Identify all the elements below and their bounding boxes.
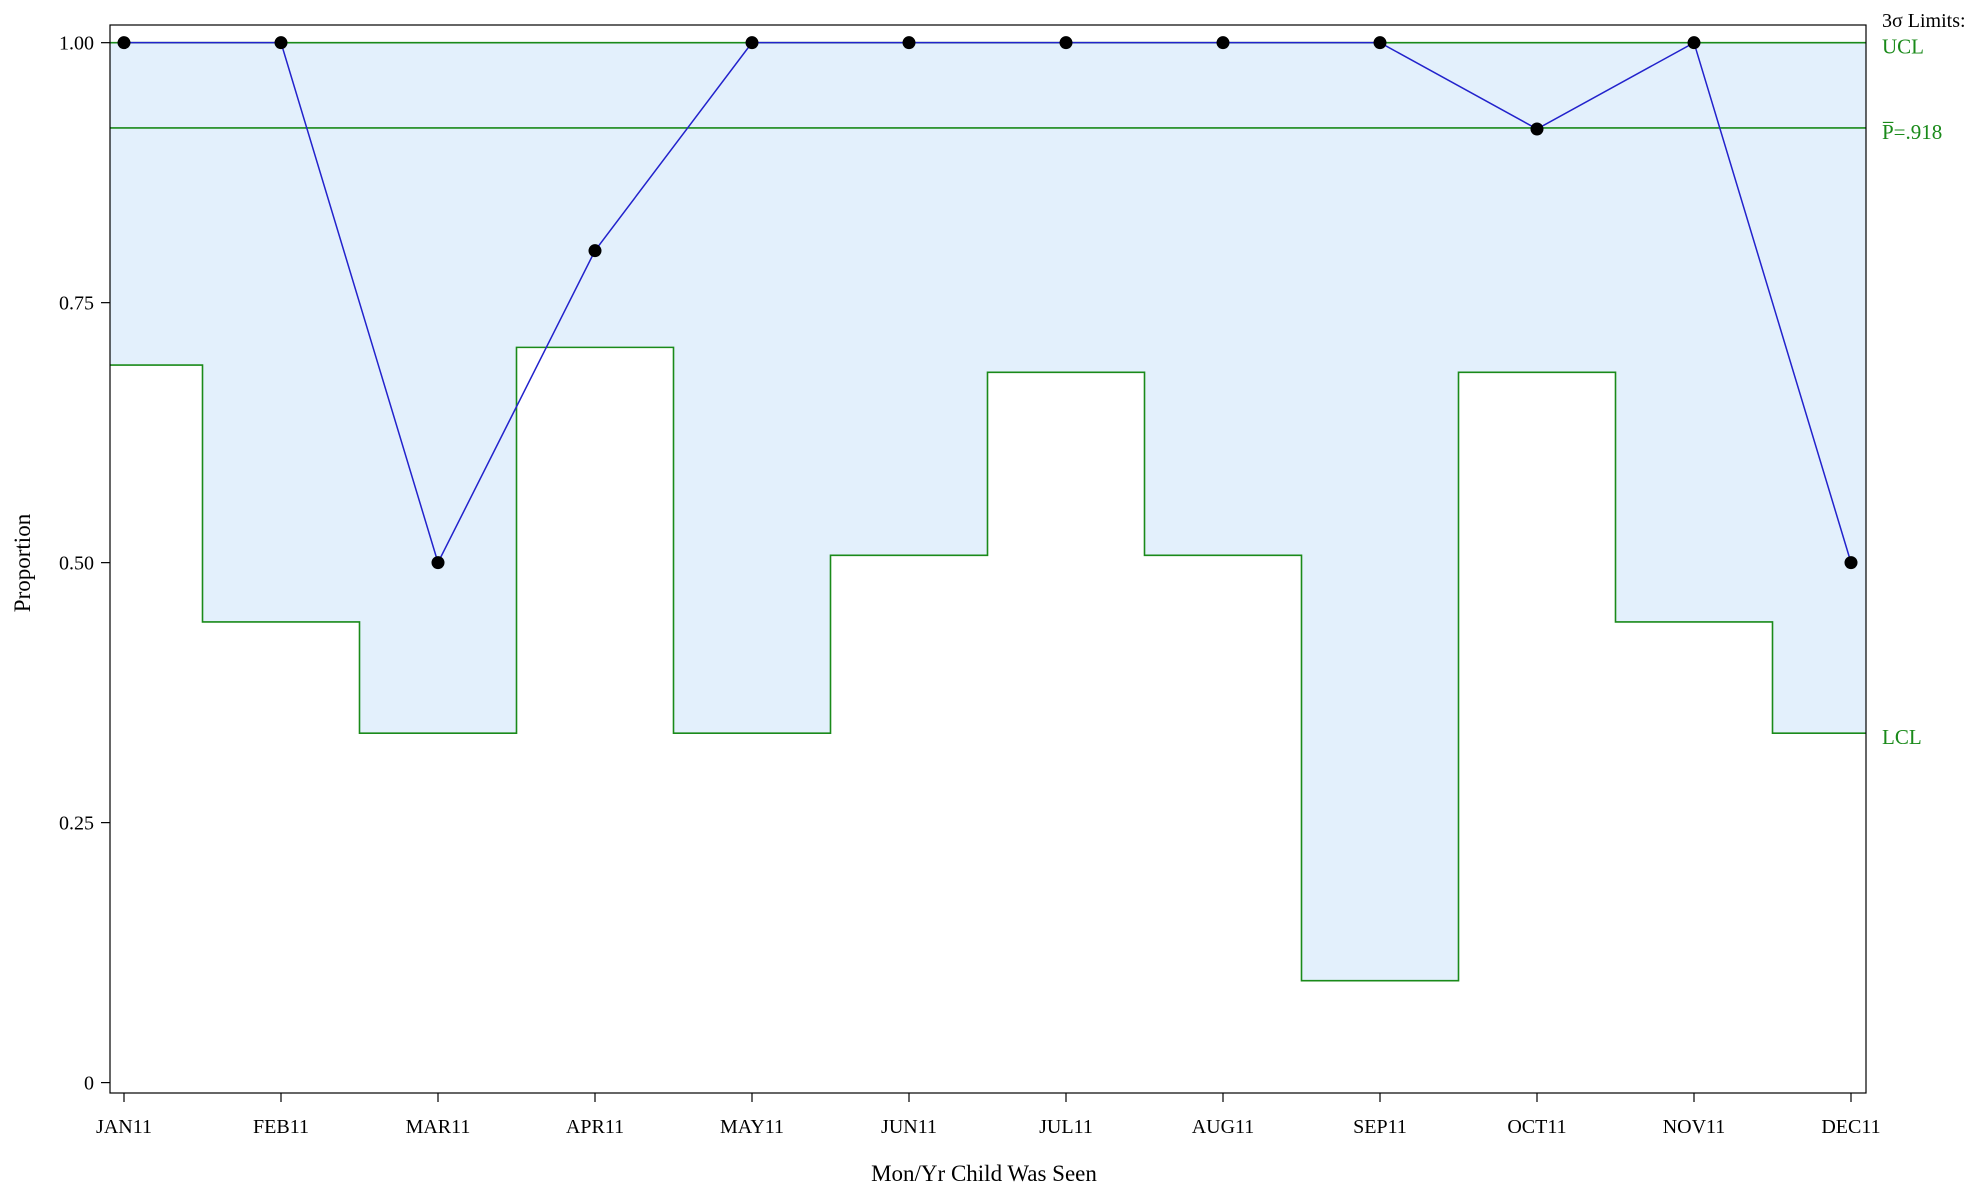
control-limit-band [110,42,1866,981]
data-point-nov11 [1687,36,1701,50]
y-tick-label-2: 0.50 [59,553,94,575]
data-points [117,36,1858,570]
y-tick-label-3: 0.75 [59,293,94,315]
lcl-line [110,346,1866,982]
center-line-label: P̅=.918 [1882,120,1942,144]
x-tick-label-jul11: JUL11 [1039,1116,1093,1138]
lcl-label: LCL [1882,725,1922,749]
data-point-dec11 [1844,556,1858,570]
x-tick-label-oct11: OCT11 [1507,1116,1566,1138]
data-point-may11 [745,36,759,50]
axes: JAN11 FEB11 MAR11 APR11 MAY11 JUN11 JUL11 AUG11… [59,33,1881,1138]
x-tick-label-jan11: JAN11 [96,1116,152,1138]
data-point-feb11 [274,36,288,50]
y-tick-label-0: 0 [84,1073,94,1095]
data-point-oct11 [1530,122,1544,136]
x-tick-label-sep11: SEP11 [1353,1116,1407,1138]
data-point-mar11 [431,556,445,570]
limit-band-fill [110,42,1866,981]
x-axis-title: Mon/Yr Child Was Seen [871,1161,1097,1186]
data-point-jun11 [902,36,916,50]
x-tick-label-may11: MAY11 [720,1116,784,1138]
limits-title: 3σ Limits: [1882,10,1966,32]
ucl-label: UCL [1882,35,1924,59]
limit-labels: 3σ Limits: UCL P̅=.918 LCL [1882,10,1966,749]
x-tick-label-jun11: JUN11 [881,1116,937,1138]
x-tick-label-mar11: MAR11 [406,1116,471,1138]
data-point-aug11 [1216,36,1230,50]
x-tick-label-nov11: NOV11 [1663,1116,1726,1138]
x-tick-label-feb11: FEB11 [253,1116,309,1138]
y-tick-label-1: 0.25 [59,813,94,835]
x-tick-label-apr11: APR11 [566,1116,624,1138]
data-point-jul11 [1059,36,1073,50]
y-axis-title: Proportion [10,513,35,612]
data-point-apr11 [588,244,602,258]
x-tick-label-aug11: AUG11 [1192,1116,1255,1138]
plot-frame [109,24,1867,1094]
data-point-jan11 [117,36,131,50]
x-tick-label-dec11: DEC11 [1821,1116,1880,1138]
series-line [124,41,1852,565]
data-point-sep11 [1373,36,1387,50]
series-line-layer [124,41,1852,565]
y-tick-label-4: 1.00 [59,33,94,55]
